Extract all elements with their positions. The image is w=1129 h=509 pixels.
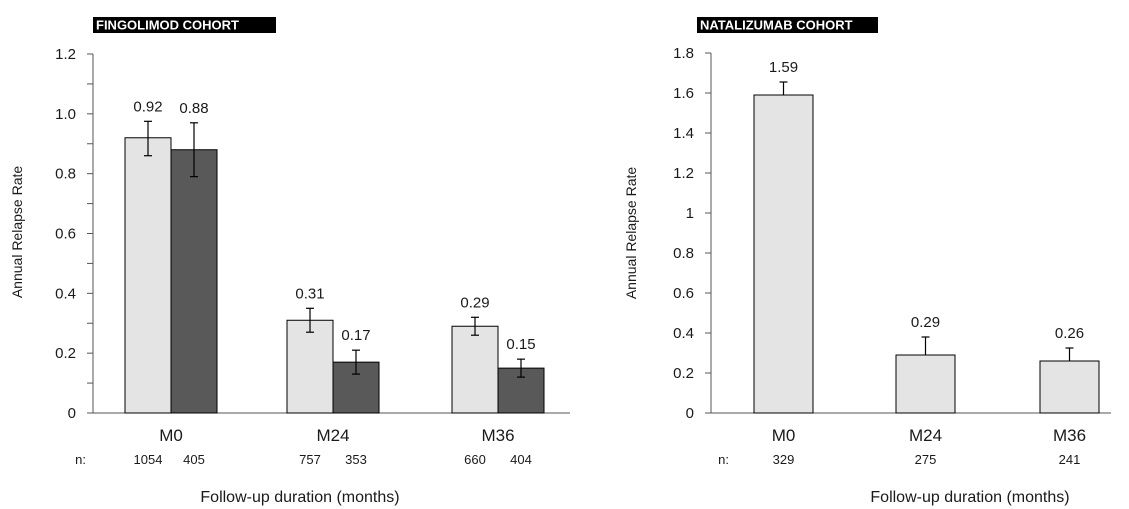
fingolimod-y-tick-label: 0.8 [55, 166, 76, 183]
fingolimod-category-label: M36 [481, 426, 514, 445]
fingolimod-value-label: 0.15 [506, 336, 535, 353]
natalizumab-y-tick-label: 0 [686, 405, 694, 422]
natalizumab-title-box [697, 17, 878, 33]
fingolimod-y-axis-label: Annual Relapse Rate [9, 166, 25, 299]
fingolimod-y-tick-label: 1.2 [55, 46, 76, 63]
fingolimod-n-value: 1054 [134, 452, 163, 467]
natalizumab-category-label: M0 [772, 426, 796, 445]
fingolimod-value-label: 0.31 [295, 285, 324, 302]
fingolimod-y-tick-label: 0.6 [55, 226, 76, 243]
natalizumab-y-tick-label: 0.8 [673, 245, 694, 262]
natalizumab-y-tick-label: 0.2 [673, 365, 694, 382]
fingolimod-title-box [93, 17, 276, 33]
natalizumab-category-label: M24 [909, 426, 942, 445]
fingolimod-n-value: 660 [464, 452, 486, 467]
natalizumab-y-tick-label: 1.8 [673, 45, 694, 62]
fingolimod-y-tick-label: 1.0 [55, 106, 76, 123]
fingolimod-n-value: 405 [183, 452, 205, 467]
fingolimod-bar [124, 137, 172, 414]
fingolimod-value-label: 0.88 [179, 100, 208, 117]
natalizumab-bar [1039, 360, 1100, 414]
natalizumab-title: NATALIZUMAB COHORT [700, 18, 853, 33]
natalizumab-value-label: 0.26 [1055, 325, 1084, 342]
natalizumab-y-tick-label: 0.6 [673, 285, 694, 302]
natalizumab-y-tick-label: 1.6 [673, 85, 694, 102]
natalizumab-bar [753, 94, 814, 414]
fingolimod-bar [451, 325, 499, 414]
fingolimod-n-value: 353 [345, 452, 367, 467]
fingolimod-bar [286, 319, 334, 414]
natalizumab-n-prefix: n: [718, 452, 729, 467]
natalizumab-y-tick-label: 1.4 [673, 125, 694, 142]
natalizumab-n-value: 241 [1059, 452, 1081, 467]
fingolimod-value-label: 0.29 [460, 294, 489, 311]
fingolimod-category-label: M24 [316, 426, 349, 445]
fingolimod-value-label: 0.17 [341, 327, 370, 344]
fingolimod-y-tick-label: 0.4 [55, 285, 76, 302]
natalizumab-x-axis-label: Follow-up duration (months) [870, 489, 1069, 506]
natalizumab-n-value: 275 [915, 452, 937, 467]
fingolimod-title: FINGOLIMOD COHORT [96, 18, 239, 33]
fingolimod-n-prefix: n: [75, 452, 86, 467]
natalizumab-value-label: 0.29 [911, 314, 940, 331]
fingolimod-y-tick-label: 0 [68, 405, 76, 422]
natalizumab-bar [895, 354, 956, 414]
fingolimod-n-value: 757 [299, 452, 321, 467]
natalizumab-y-tick-label: 1.2 [673, 165, 694, 182]
natalizumab-y-tick-label: 1 [686, 205, 694, 222]
natalizumab-category-label: M36 [1053, 426, 1086, 445]
fingolimod-y-tick-label: 0.2 [55, 345, 76, 362]
fingolimod-value-label: 0.92 [133, 98, 162, 115]
fingolimod-chart: FINGOLIMOD COHORT 0 0.2 0.4 0.6 0.8 1.0 1.2 Annu… [9, 17, 570, 506]
natalizumab-value-label: 1.59 [769, 59, 798, 76]
fingolimod-n-value: 404 [510, 452, 532, 467]
natalizumab-y-tick-label: 0.4 [673, 325, 694, 342]
fingolimod-category-label: M0 [159, 426, 183, 445]
natalizumab-y-axis-label: Annual Relapse Rate [623, 167, 639, 300]
natalizumab-n-value: 329 [773, 452, 795, 467]
fingolimod-x-axis-label: Follow-up duration (months) [200, 489, 399, 506]
